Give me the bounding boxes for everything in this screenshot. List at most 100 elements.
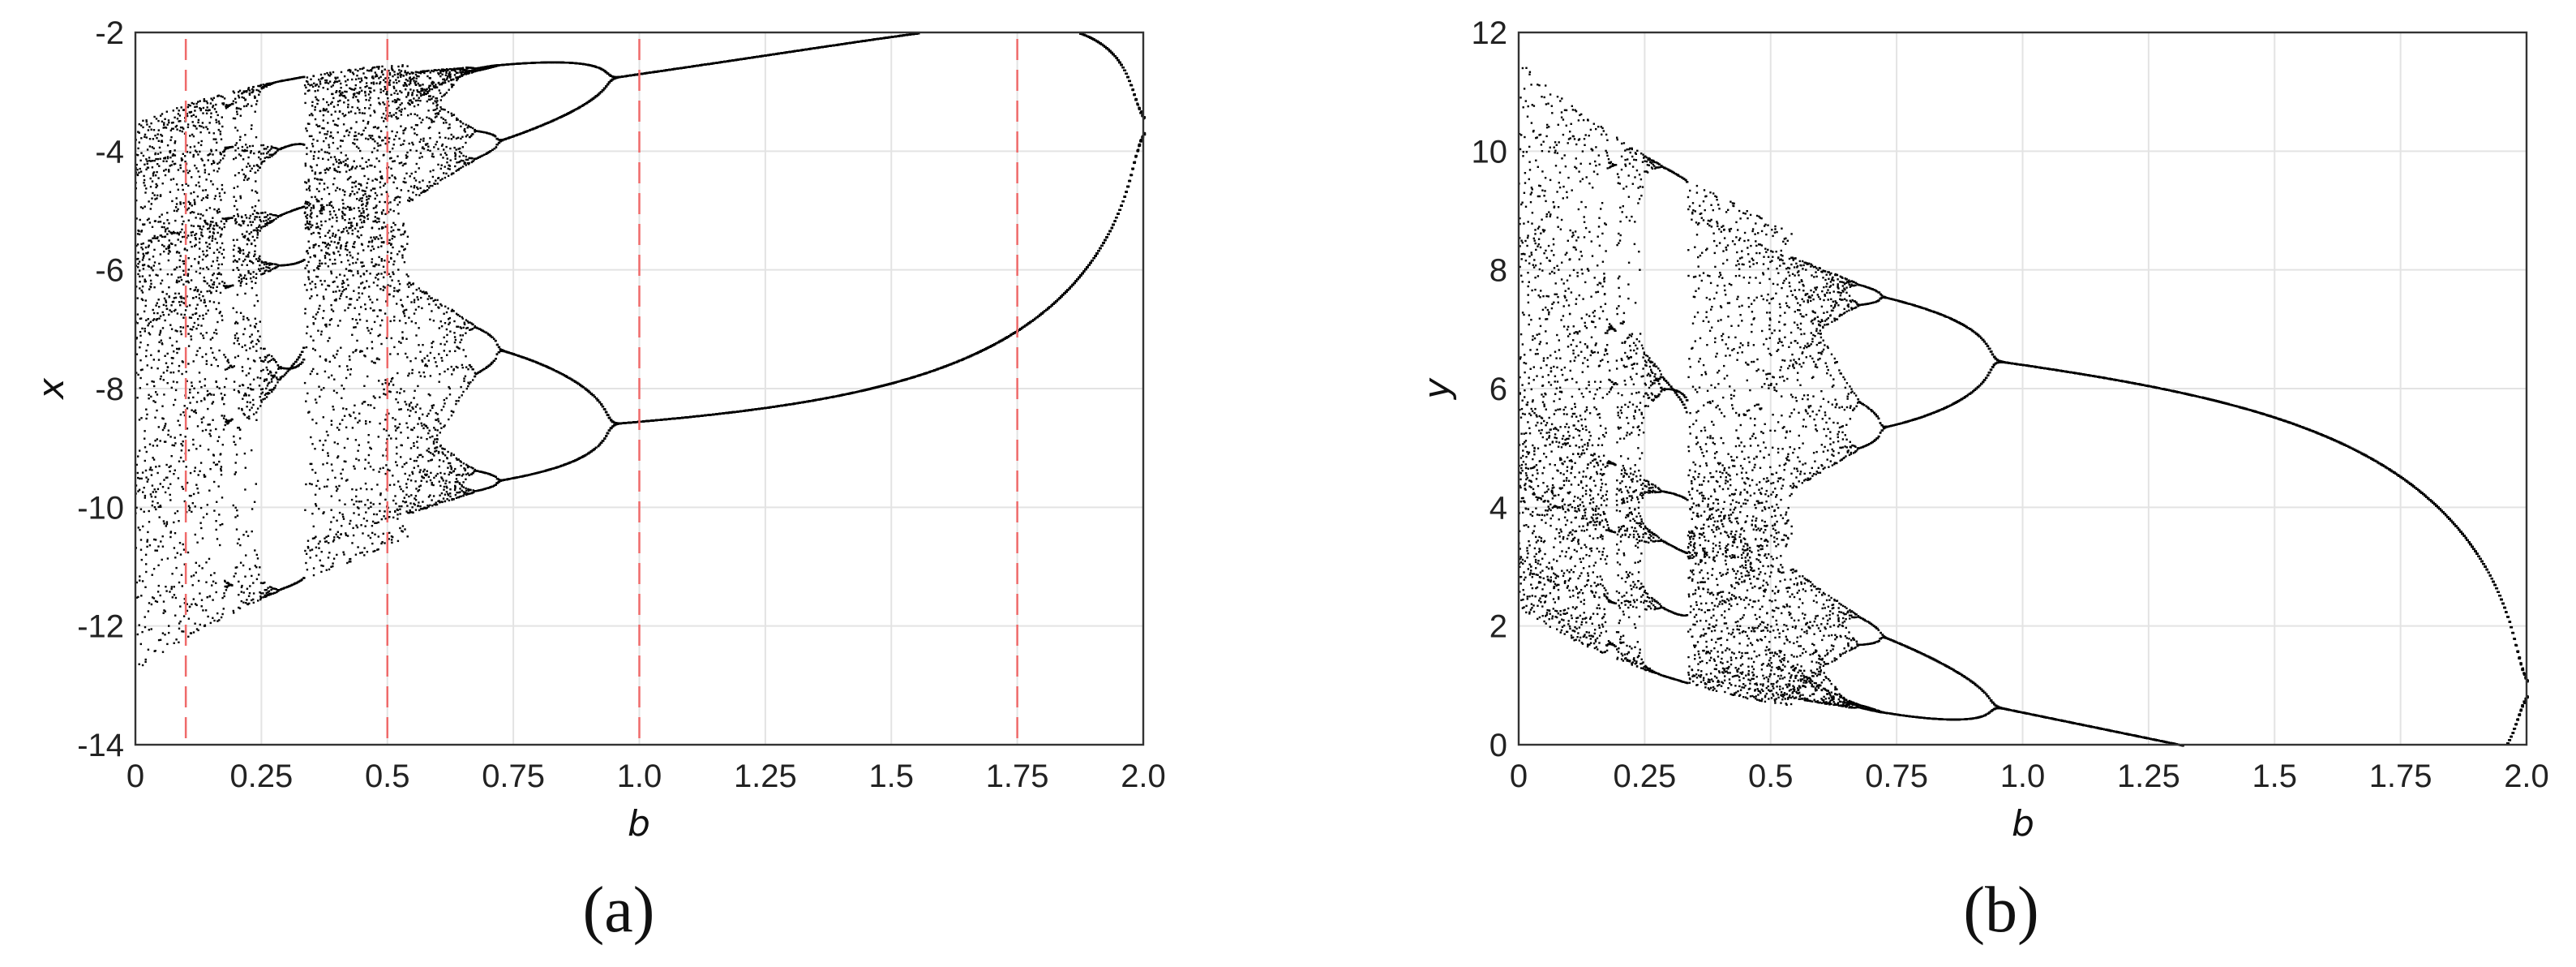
- scatter-point: [323, 310, 324, 312]
- scatter-point: [167, 157, 169, 159]
- scatter-point: [358, 109, 360, 110]
- scatter-point: [163, 124, 165, 126]
- scatter-point: [169, 152, 171, 153]
- scatter-point: [443, 313, 444, 315]
- scatter-point: [145, 247, 147, 248]
- scatter-point: [311, 288, 312, 290]
- scatter-point: [362, 130, 364, 131]
- scatter-point: [345, 97, 346, 98]
- scatter-point: [343, 282, 345, 284]
- scatter-point: [308, 89, 310, 91]
- scatter-point: [405, 173, 407, 174]
- scatter-point: [360, 488, 362, 489]
- scatter-point: [182, 585, 183, 587]
- scatter-point: [247, 270, 249, 272]
- scatter-point: [169, 591, 170, 592]
- scatter-point: [236, 453, 238, 455]
- scatter-point: [371, 239, 373, 241]
- scatter-point: [375, 75, 376, 77]
- scatter-point: [209, 300, 211, 302]
- scatter-point: [174, 643, 175, 644]
- scatter-point: [441, 492, 443, 494]
- scatter-point: [139, 287, 140, 289]
- scatter-point: [152, 226, 153, 228]
- scatter-point: [167, 273, 169, 275]
- scatter-point: [313, 247, 315, 248]
- scatter-point: [345, 170, 347, 172]
- scatter-point: [260, 144, 262, 146]
- scatter-point: [397, 213, 399, 214]
- scatter-point: [346, 242, 348, 243]
- scatter-point: [376, 299, 378, 300]
- scatter-point: [360, 213, 362, 214]
- scatter-point: [187, 106, 189, 108]
- scatter-point: [254, 239, 255, 241]
- scatter-point: [182, 461, 184, 462]
- scatter-point: [291, 365, 293, 367]
- scatter-point: [199, 228, 201, 230]
- scatter-point: [206, 266, 208, 268]
- scatter-point: [182, 361, 184, 363]
- scatter-point: [202, 334, 204, 336]
- scatter-point: [368, 462, 370, 463]
- scatter-point: [413, 445, 414, 447]
- scatter-point: [426, 185, 428, 187]
- scatter-point: [412, 283, 414, 285]
- scatter-point: [199, 151, 200, 153]
- scatter-point: [199, 186, 200, 187]
- scatter-point: [189, 389, 191, 390]
- scatter-point: [354, 193, 355, 195]
- scatter-point: [340, 247, 341, 249]
- scatter-point: [311, 548, 313, 550]
- scatter-point: [251, 168, 253, 170]
- scatter-point: [440, 357, 442, 359]
- scatter-point: [417, 124, 418, 126]
- scatter-point: [150, 355, 152, 356]
- scatter-point: [221, 221, 222, 222]
- scatter-point: [143, 255, 144, 256]
- scatter-point: [213, 208, 215, 210]
- scatter-point: [320, 209, 322, 211]
- scatter-point: [211, 364, 212, 366]
- scatter-point: [268, 267, 270, 269]
- scatter-point: [136, 397, 138, 398]
- scatter-point: [137, 243, 139, 245]
- scatter-point: [412, 101, 414, 103]
- scatter-point: [311, 135, 312, 137]
- scatter-point: [238, 390, 239, 392]
- scatter-point: [273, 359, 275, 361]
- scatter-point: [429, 88, 431, 90]
- scatter-point: [144, 446, 146, 448]
- scatter-point: [383, 393, 384, 394]
- scatter-point: [377, 143, 379, 144]
- scatter-point: [309, 114, 311, 116]
- scatter-point: [426, 88, 427, 90]
- scatter-point: [409, 73, 410, 75]
- scatter-point: [138, 230, 139, 232]
- scatter-point: [200, 324, 202, 326]
- scatter-point: [156, 438, 158, 440]
- scatter-point: [182, 544, 184, 545]
- scatter-point: [308, 411, 310, 413]
- scatter-point: [253, 276, 255, 277]
- scatter-point: [139, 489, 140, 491]
- scatter-point: [208, 131, 210, 133]
- scatter-point: [259, 264, 260, 266]
- scatter-point: [332, 93, 333, 95]
- scatter-point: [435, 101, 437, 103]
- scatter-point: [344, 75, 345, 77]
- scatter-point: [311, 281, 313, 282]
- scatter-point: [218, 302, 220, 303]
- scatter-point: [336, 187, 338, 188]
- scatter-point: [398, 69, 400, 71]
- scatter-point: [148, 318, 149, 320]
- scatter-point: [355, 525, 357, 526]
- scatter-point: [319, 110, 321, 112]
- scatter-point: [264, 398, 266, 399]
- scatter-point: [383, 241, 384, 243]
- scatter-point: [182, 327, 184, 329]
- scatter-point: [392, 101, 393, 102]
- scatter-point: [361, 215, 362, 217]
- scatter-point: [312, 316, 314, 318]
- scatter-point: [444, 165, 446, 167]
